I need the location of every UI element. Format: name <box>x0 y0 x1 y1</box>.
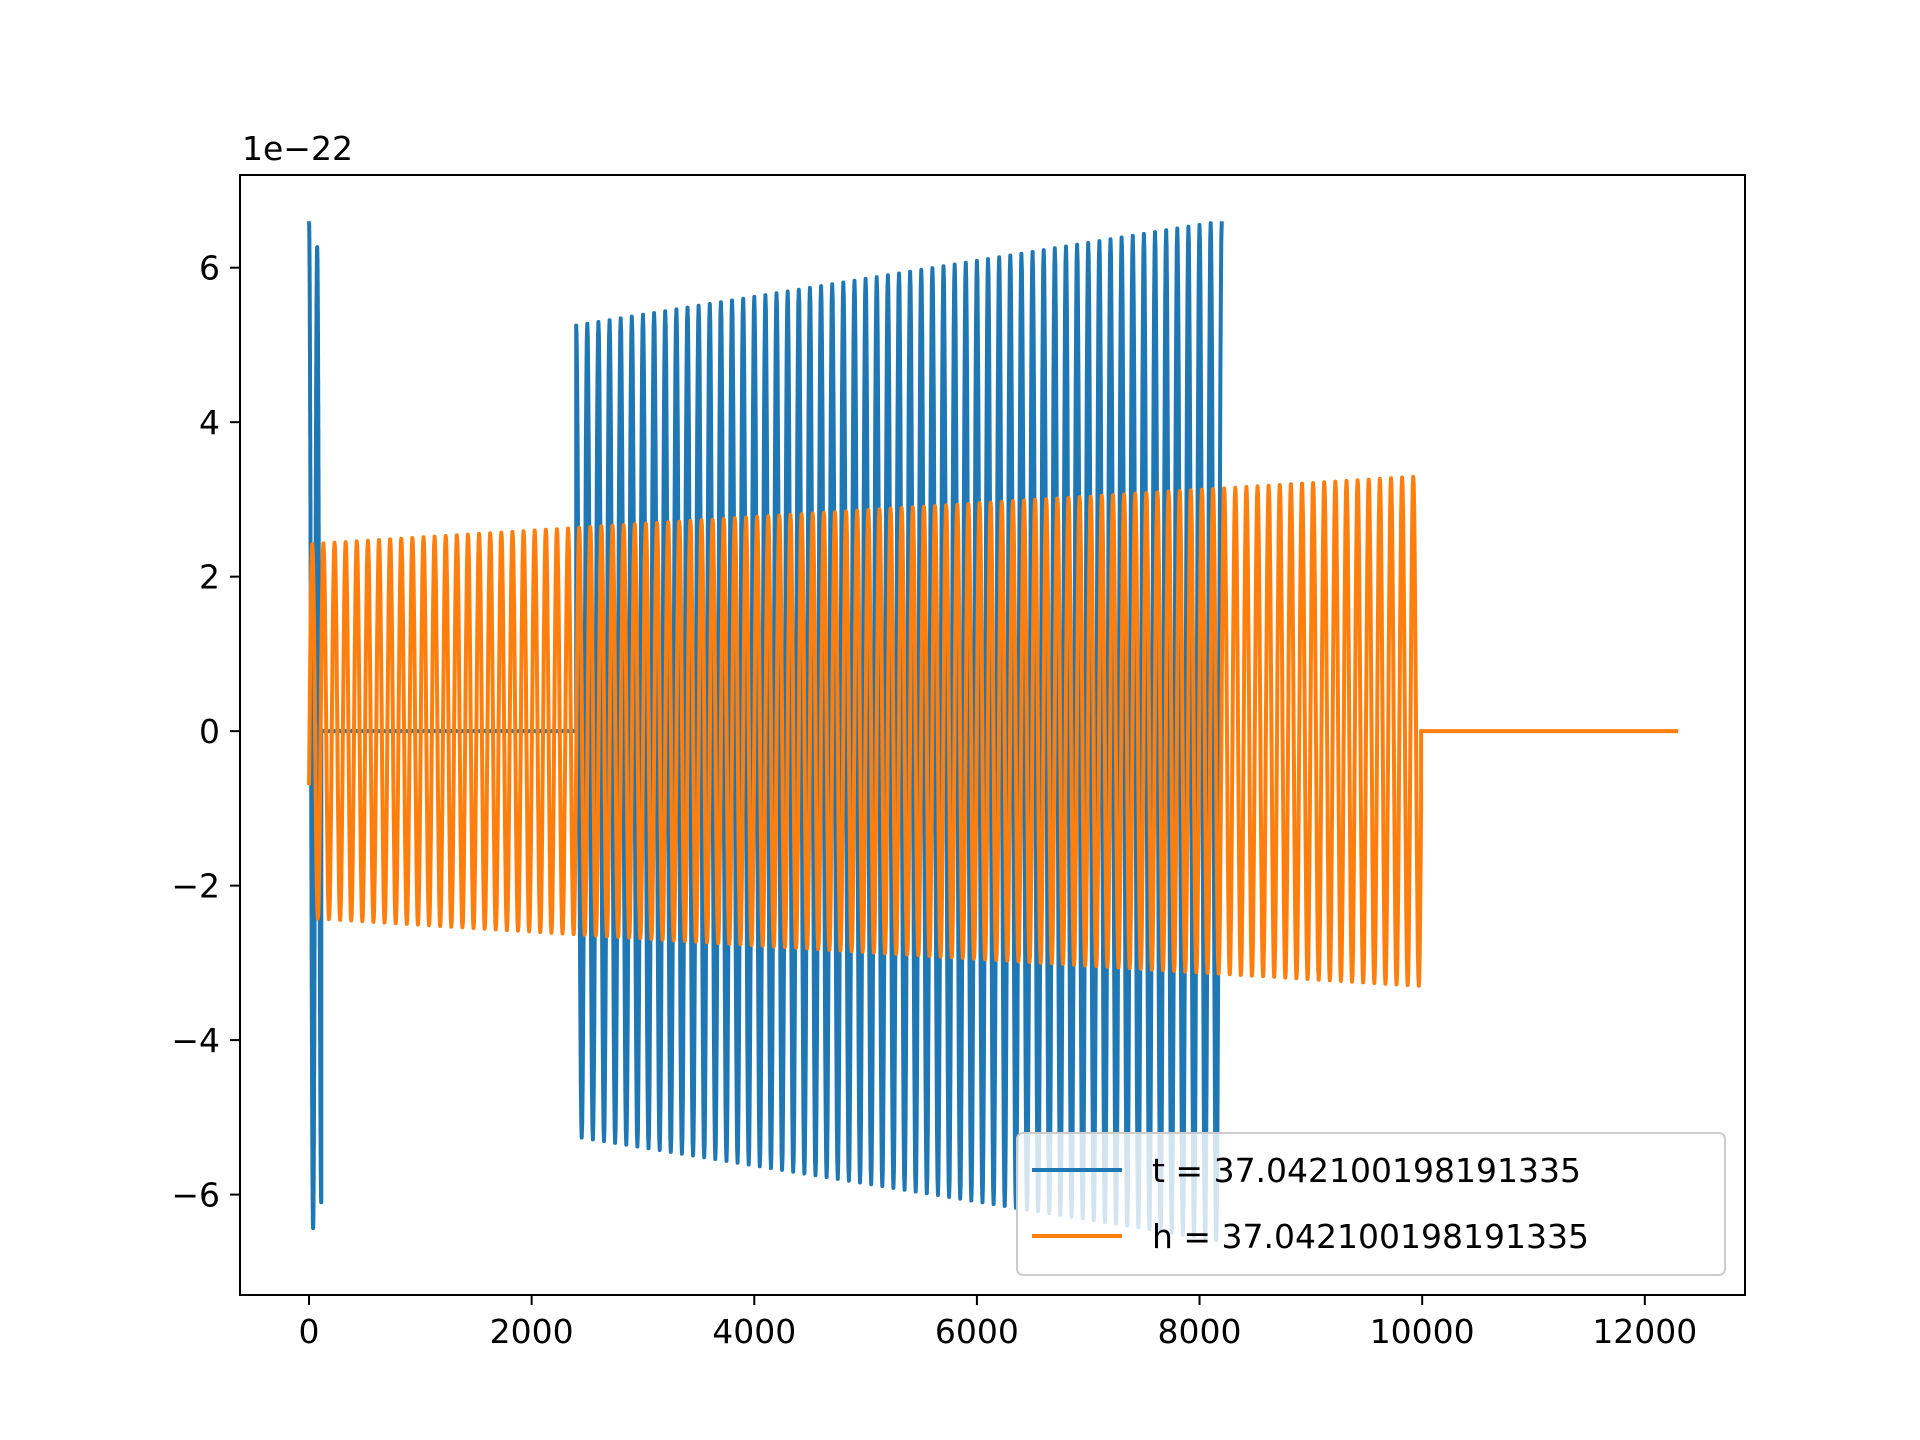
y-tick-label: 4 <box>199 403 220 442</box>
y-axis: −6 −4 −2 0 2 4 6 <box>171 249 240 1215</box>
y-tick-label: −2 <box>171 867 220 906</box>
legend-label-h: h = 37.042100198191335 <box>1152 1217 1589 1256</box>
y-tick-label: −4 <box>171 1021 220 1060</box>
x-tick-label: 8000 <box>1158 1312 1242 1351</box>
x-tick-label: 0 <box>299 1312 320 1351</box>
legend-label-t: t = 37.042100198191335 <box>1152 1151 1581 1190</box>
legend-box <box>1016 1132 1726 1276</box>
x-tick-label: 2000 <box>490 1312 574 1351</box>
plot-frame <box>239 174 1746 1296</box>
x-axis: 0 2000 4000 6000 8000 10000 12000 <box>299 1295 1697 1351</box>
legend: t = 37.042100198191335 h = 37.0421001981… <box>1016 1132 1726 1276</box>
x-tick-label: 6000 <box>935 1312 1019 1351</box>
y-tick-label: 2 <box>199 558 220 597</box>
series-line-h <box>307 474 1679 988</box>
y-tick-label: 0 <box>199 712 220 751</box>
x-tick-label: 10000 <box>1370 1312 1475 1351</box>
y-tick-label: −6 <box>171 1176 220 1215</box>
x-tick-label: 12000 <box>1592 1312 1697 1351</box>
y-tick-label: 6 <box>199 249 220 288</box>
x-tick-label: 4000 <box>712 1312 796 1351</box>
y-offset-label: 1e−22 <box>242 129 353 168</box>
